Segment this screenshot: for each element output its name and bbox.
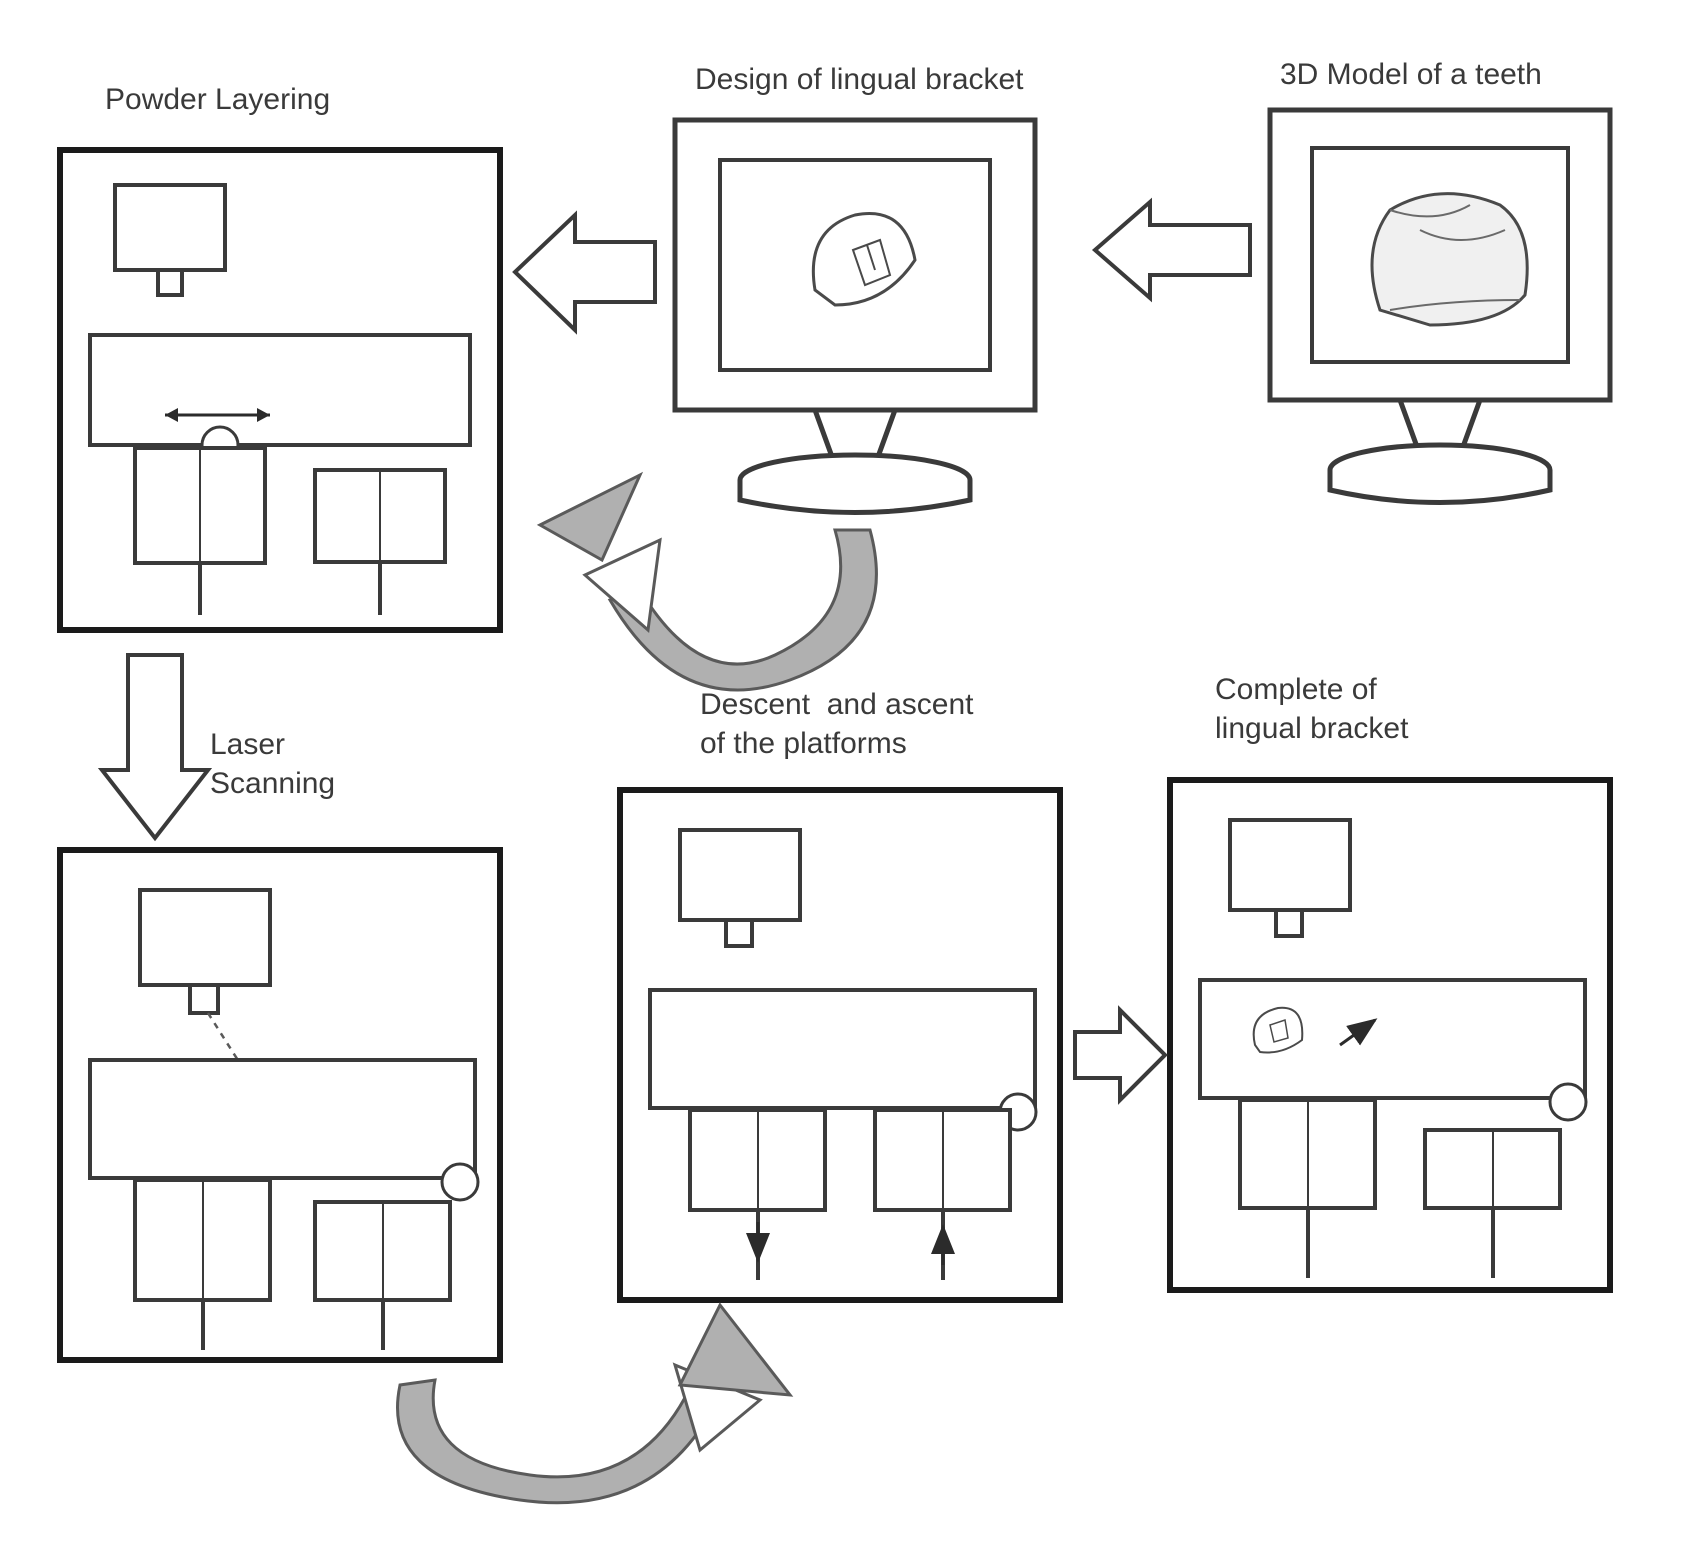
arrow-descent-to-complete <box>1075 1010 1165 1100</box>
machine-descent <box>620 790 1060 1300</box>
arrow-model-to-design <box>1095 202 1250 298</box>
machine-complete <box>1170 780 1610 1290</box>
diagram-canvas <box>0 0 1701 1558</box>
monitor-3dmodel <box>1270 110 1610 503</box>
machine-laser <box>60 850 500 1360</box>
arrow-design-to-powder <box>515 215 655 330</box>
arrow-powder-to-laser <box>102 655 208 838</box>
machine-powder <box>60 150 500 630</box>
monitor-design <box>675 120 1035 513</box>
